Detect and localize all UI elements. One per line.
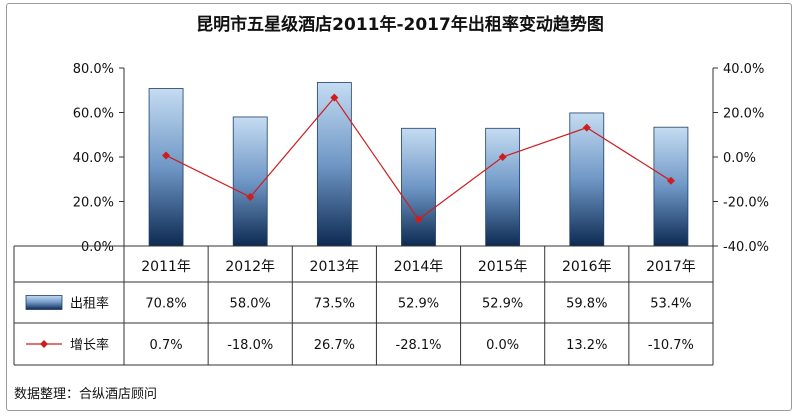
growth-rate-point xyxy=(582,123,591,132)
chart-title: 昆明市五星级酒店2011年-2017年出租率变动趋势图 xyxy=(196,14,604,35)
bar-occupancy xyxy=(653,126,689,247)
table-cell-growth: 13.2% xyxy=(566,338,607,353)
bar-occupancy xyxy=(316,82,352,247)
x-tick-label: 2011年 xyxy=(141,259,191,275)
y-tick-label-left: 40.0% xyxy=(73,151,114,166)
y-tick-label-left: 20.0% xyxy=(73,196,114,211)
table-cell-growth: -28.1% xyxy=(396,338,442,353)
growth-rate-point xyxy=(414,215,423,224)
table-cell-occupancy: 58.0% xyxy=(230,297,271,312)
legend-label-growth: 增长率 xyxy=(70,337,109,353)
table-cell-growth: -10.7% xyxy=(648,338,694,353)
table-cell-growth: 26.7% xyxy=(314,338,355,353)
growth-rate-point xyxy=(666,176,675,185)
growth-rate-point xyxy=(246,193,255,202)
y-tick-label-right: -20.0% xyxy=(723,196,769,211)
source-note: 数据整理：合纵酒店顾问 xyxy=(14,387,157,402)
x-tick-label: 2012年 xyxy=(225,259,275,275)
table-cell-growth: 0.0% xyxy=(486,338,519,353)
y-tick-label-right: 20.0% xyxy=(723,107,764,122)
y-tick-label-right: 0.0% xyxy=(723,151,756,166)
table-cell-occupancy: 73.5% xyxy=(314,297,355,312)
legend-key-growth-marker xyxy=(40,340,48,348)
y-tick-label-left: 80.0% xyxy=(73,62,114,77)
x-tick-label: 2013年 xyxy=(310,259,360,275)
bar-occupancy xyxy=(232,116,268,247)
y-tick-label-left: 0.0% xyxy=(81,240,114,255)
table-cell-occupancy: 59.8% xyxy=(566,297,607,312)
bar-occupancy xyxy=(485,127,521,247)
y-tick-label-right: 40.0% xyxy=(723,62,764,77)
bar-occupancy xyxy=(569,112,605,247)
y-tick-label-right: -40.0% xyxy=(723,240,769,255)
table-cell-occupancy: 52.9% xyxy=(398,297,439,312)
growth-rate-point xyxy=(162,151,171,160)
bar-occupancy xyxy=(401,127,436,247)
table-cell-occupancy: 53.4% xyxy=(650,297,691,312)
x-tick-label: 2017年 xyxy=(646,259,696,275)
bar-occupancy xyxy=(148,88,184,247)
growth-rate-point xyxy=(330,93,339,102)
table-cell-occupancy: 52.9% xyxy=(482,297,523,312)
legend-label-occupancy: 出租率 xyxy=(70,296,109,312)
table-cell-occupancy: 70.8% xyxy=(145,297,186,312)
y-tick-label-left: 60.0% xyxy=(73,107,114,122)
x-tick-label: 2014年 xyxy=(394,259,444,275)
table-cell-growth: -18.0% xyxy=(227,338,273,353)
legend-key-occupancy xyxy=(25,295,63,310)
growth-rate-point xyxy=(498,153,507,161)
table-cell-growth: 0.7% xyxy=(150,338,183,353)
x-tick-label: 2016年 xyxy=(562,259,612,275)
x-tick-label: 2015年 xyxy=(478,259,528,275)
